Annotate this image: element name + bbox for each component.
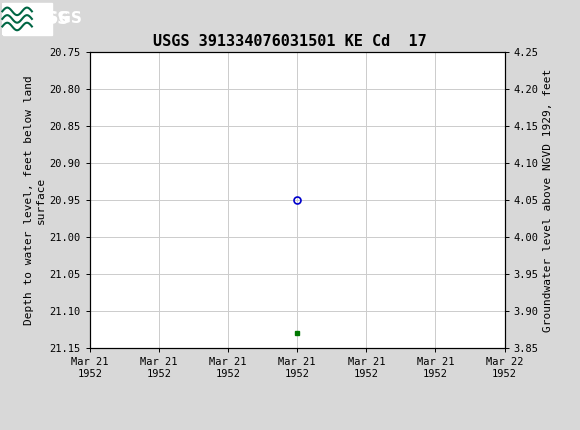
Y-axis label: Groundwater level above NGVD 1929, feet: Groundwater level above NGVD 1929, feet xyxy=(543,68,553,332)
Y-axis label: Depth to water level, feet below land
surface: Depth to water level, feet below land su… xyxy=(24,75,45,325)
FancyBboxPatch shape xyxy=(3,3,52,35)
Text: ≋USGS: ≋USGS xyxy=(5,10,70,28)
Bar xyxy=(2,3,34,35)
Text: USGS: USGS xyxy=(36,12,83,26)
Text: USGS 391334076031501 KE Cd  17: USGS 391334076031501 KE Cd 17 xyxy=(153,34,427,49)
